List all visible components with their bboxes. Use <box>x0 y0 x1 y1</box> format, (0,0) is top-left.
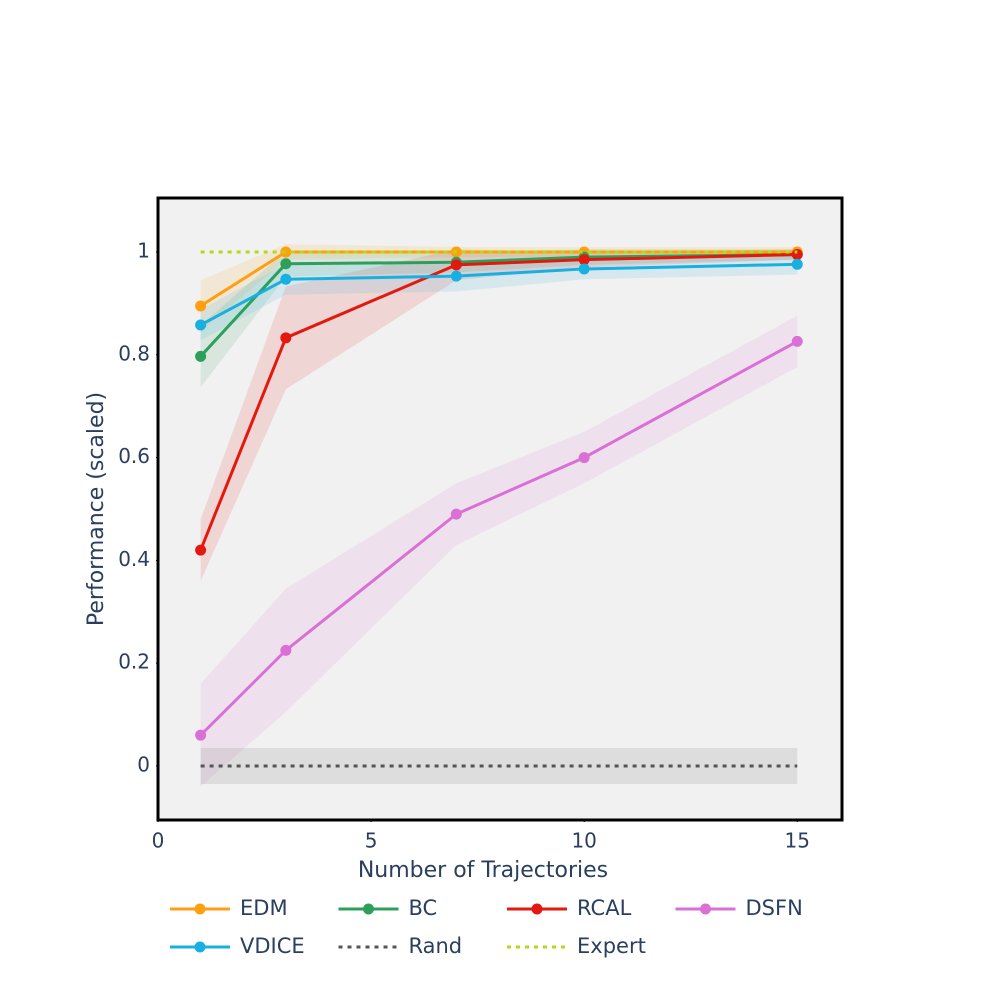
point <box>791 335 803 347</box>
x-tick-label: 5 <box>365 829 378 853</box>
point <box>450 259 462 271</box>
point <box>450 508 462 520</box>
legend-marker <box>531 903 543 915</box>
point <box>280 644 292 656</box>
y-tick-label: 1 <box>137 238 150 262</box>
x-tick-label: 10 <box>571 829 596 853</box>
point <box>195 544 207 556</box>
y-tick-label: 0.2 <box>118 650 150 674</box>
error-band <box>200 315 798 787</box>
point <box>195 350 207 362</box>
legend-marker <box>700 903 711 915</box>
point <box>280 246 292 258</box>
y-tick-label: 0.6 <box>118 444 150 468</box>
point <box>195 300 207 312</box>
error-band <box>200 254 798 341</box>
plot-frame <box>156 196 844 822</box>
y-tick-label: 0 <box>137 753 150 777</box>
error-band <box>200 249 798 581</box>
point <box>791 249 803 261</box>
point <box>450 270 462 282</box>
point <box>280 332 292 344</box>
point <box>578 452 590 464</box>
legend-marker <box>363 903 374 915</box>
plot-background <box>158 198 842 820</box>
x-axis-title: Number of Trajectories <box>358 858 608 883</box>
legend-label: EDM <box>240 896 288 920</box>
plot-area <box>195 244 803 787</box>
x-tick-label: 15 <box>785 829 810 853</box>
x-tick-label: 0 <box>152 829 165 853</box>
legend-label: RCAL <box>577 896 632 920</box>
legend-label: Expert <box>577 934 646 958</box>
legend-label: VDICE <box>240 934 305 958</box>
point <box>280 258 292 270</box>
legend: EDM BC RCAL DSFN VDICE Rand Expert <box>170 896 803 958</box>
legend-label: Rand <box>409 934 463 958</box>
point <box>791 258 803 270</box>
legend-marker <box>194 941 206 953</box>
point <box>195 319 207 331</box>
legend-label: BC <box>409 896 438 920</box>
legend-marker <box>194 903 206 915</box>
y-tick-label: 0.4 <box>118 547 150 571</box>
legend-label: DSFN <box>746 896 803 920</box>
y-axis-title: Performance (scaled) <box>84 392 109 626</box>
point <box>578 263 590 275</box>
point <box>578 254 590 266</box>
point <box>280 273 292 285</box>
point <box>195 729 207 741</box>
y-tick-label: 0.8 <box>118 341 150 365</box>
